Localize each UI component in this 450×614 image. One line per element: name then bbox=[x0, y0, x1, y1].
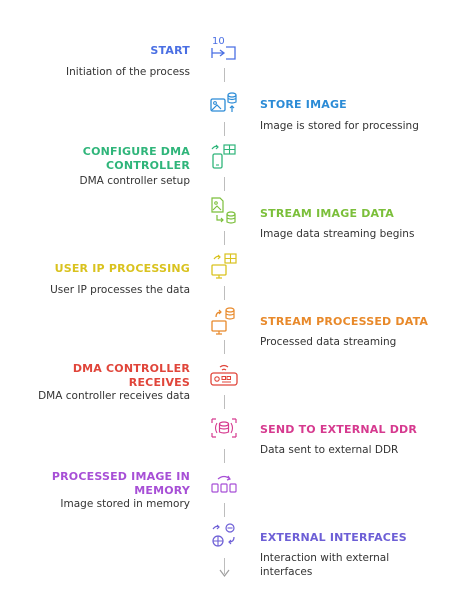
step-title: CONFIGURE DMA CONTROLLER bbox=[82, 145, 190, 172]
connector-line bbox=[224, 449, 225, 463]
step-title: SEND TO EXTERNAL DDR bbox=[260, 423, 418, 436]
connector-line bbox=[224, 177, 225, 191]
memory-blocks-icon bbox=[208, 470, 240, 502]
step-title: STORE IMAGE bbox=[260, 98, 347, 111]
step-stream-image: STREAM IMAGE DATA Image data streaming b… bbox=[0, 197, 450, 265]
router-icon bbox=[208, 362, 240, 394]
connector-line bbox=[224, 122, 225, 136]
step-title: PROCESSED IMAGE IN MEMORY bbox=[51, 470, 190, 497]
login-arrow-icon: 10 bbox=[208, 34, 240, 66]
step-stream-processed: STREAM PROCESSED DATA Processed data str… bbox=[0, 307, 450, 375]
step-title: EXTERNAL INTERFACES bbox=[260, 531, 407, 544]
step-description: Image stored in memory bbox=[60, 498, 190, 510]
step-description: DMA controller receives data bbox=[38, 390, 190, 402]
connector-line bbox=[224, 503, 225, 517]
connector-line bbox=[224, 286, 225, 300]
step-description: Initiation of the process bbox=[66, 66, 190, 78]
monitor-sync-icon bbox=[208, 250, 240, 282]
image-stream-icon bbox=[208, 195, 240, 227]
step-image-memory: PROCESSED IMAGE IN MEMORY Image stored i… bbox=[0, 470, 450, 530]
step-title: DMA CONTROLLER RECEIVES bbox=[72, 362, 190, 389]
step-description: DMA controller setup bbox=[79, 175, 190, 187]
end-arrow-icon bbox=[219, 569, 230, 577]
step-description: Data sent to external DDR bbox=[260, 444, 399, 456]
device-sync-icon bbox=[208, 141, 240, 173]
database-monitor-icon bbox=[208, 305, 240, 337]
image-database-icon bbox=[208, 88, 240, 120]
connector-line bbox=[224, 558, 225, 574]
step-description: Interaction with external interfaces bbox=[260, 552, 390, 578]
connector-line bbox=[224, 340, 225, 354]
step-external-interfaces: EXTERNAL INTERFACES Interaction with ext… bbox=[0, 523, 450, 590]
step-user-ip: USER IP PROCESSING User IP processes the… bbox=[0, 253, 450, 320]
step-configure-dma: CONFIGURE DMA CONTROLLER DMA controller … bbox=[0, 144, 450, 205]
step-description: Image is stored for processing bbox=[260, 120, 419, 132]
step-description: Image data streaming begins bbox=[260, 228, 415, 240]
step-description: Processed data streaming bbox=[260, 336, 397, 348]
step-description: User IP processes the data bbox=[50, 284, 190, 296]
connector-line bbox=[224, 68, 225, 82]
step-title: START bbox=[150, 44, 190, 57]
connector-line bbox=[224, 231, 225, 245]
step-title: USER IP PROCESSING bbox=[54, 262, 190, 275]
step-send-ddr: SEND TO EXTERNAL DDR Data sent to extern… bbox=[0, 418, 450, 482]
connector-line bbox=[224, 395, 225, 409]
database-expand-icon bbox=[208, 412, 240, 444]
interfaces-icon bbox=[208, 520, 240, 552]
step-title: STREAM IMAGE DATA bbox=[260, 207, 394, 220]
step-dma-receives: DMA CONTROLLER RECEIVES DMA controller r… bbox=[0, 362, 450, 422]
step-store-image: STORE IMAGE Image is stored for processi… bbox=[0, 92, 450, 156]
start-icon-text: 10 bbox=[212, 36, 225, 47]
step-title: STREAM PROCESSED DATA bbox=[260, 315, 429, 328]
step-start: START Initiation of the process 10 bbox=[0, 36, 450, 100]
